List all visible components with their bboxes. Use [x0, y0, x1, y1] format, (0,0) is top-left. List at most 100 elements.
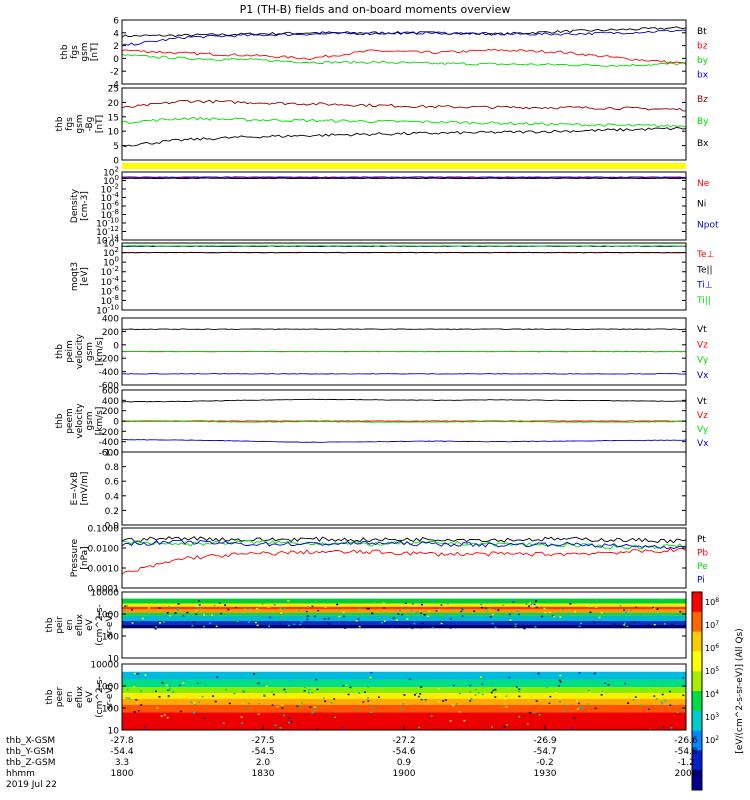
heatmap-cell [508, 676, 511, 679]
heatmap-cell [214, 700, 217, 703]
y-axis-label: [nT] [95, 115, 105, 133]
heatmap-cell [183, 619, 186, 621]
footer-value: 1900 [393, 769, 416, 779]
heatmap-cell [224, 604, 227, 606]
heatmap-cell [389, 612, 392, 615]
heatmap-cell [222, 722, 225, 724]
heatmap-cell [323, 618, 326, 620]
heatmap-cell [551, 694, 554, 696]
y-axis-label: eV [85, 690, 95, 703]
heatmap-cell [507, 613, 510, 616]
colorbar-segment [692, 730, 702, 751]
heatmap-cell [276, 706, 279, 708]
heatmap-cell [200, 614, 203, 617]
series-line-Pt [121, 536, 687, 544]
heatmap-cell [614, 616, 617, 618]
heatmap-cell [481, 693, 484, 696]
heatmap-cell [438, 688, 441, 690]
heatmap-cell [480, 603, 483, 606]
heatmap-cell [147, 607, 150, 609]
heatmap-cell [664, 623, 667, 625]
y-tick-label: 10 [108, 128, 120, 138]
y-tick-label: 1000 [96, 683, 119, 693]
heatmap-cell [215, 625, 218, 628]
heatmap-cell [330, 701, 333, 704]
heatmap-cell [629, 622, 632, 624]
heatmap-cell [384, 694, 387, 697]
heatmap-cell [608, 676, 611, 679]
heatmap-cell [512, 601, 515, 603]
heatmap-cell [580, 706, 583, 708]
heatmap-cell [167, 696, 170, 698]
heatmap-cell [419, 696, 422, 699]
heatmap-cell [186, 611, 189, 614]
heatmap-cell [316, 688, 319, 691]
heatmap-cell [306, 615, 309, 618]
heatmap-cell [163, 714, 166, 716]
heatmap-cell [551, 615, 554, 617]
heatmap-cell [193, 621, 196, 623]
y-tick-label: 25 [108, 85, 119, 95]
heatmap-cell [269, 616, 272, 619]
y-axis-label: E=-VxB [70, 472, 80, 506]
series-line-Vx [122, 438, 687, 443]
heatmap-cell [548, 702, 551, 705]
y-tick-label: 10-6 [101, 284, 120, 297]
heatmap-cell [664, 700, 667, 702]
colorbar-tick-label: 108 [705, 597, 719, 607]
legend-label: Bx [697, 139, 709, 149]
heatmap-cell [279, 601, 282, 603]
heatmap-cell [313, 615, 316, 618]
y-axis-label: [mV/m] [80, 472, 90, 506]
heatmap-cell [263, 694, 266, 696]
heatmap-cell [156, 707, 159, 709]
colorbar-tick-label: 103 [705, 712, 719, 722]
heatmap-cell [353, 617, 356, 619]
y-tick-label: 0 [113, 418, 119, 428]
heatmap-cell [625, 622, 628, 625]
y-axis-label: Pressure [70, 538, 80, 577]
legend-label: Vx [697, 371, 709, 381]
heatmap-cell [160, 715, 163, 717]
heatmap-cell [415, 692, 418, 695]
heatmap-cell [315, 616, 318, 619]
heatmap-cell [367, 607, 370, 610]
heatmap-cell [164, 692, 167, 695]
y-axis-label: [nPa] [80, 546, 90, 569]
heatmap-cell [198, 677, 201, 679]
footer-value: -26.6 [674, 736, 698, 746]
y-axis-label: gsm [85, 342, 95, 361]
heatmap-cell [588, 606, 591, 609]
heatmap-cell [155, 626, 158, 628]
heatmap-cell [355, 708, 358, 710]
legend-label: Pi [697, 576, 705, 586]
heatmap-cell [574, 621, 577, 624]
panel-frame [121, 451, 687, 526]
heatmap-cell [183, 680, 186, 682]
heatmap-cell [124, 605, 127, 607]
series-line-Bx [121, 127, 687, 148]
series-line-Bz [121, 99, 686, 112]
heatmap-cell [303, 690, 306, 692]
legend-label: Vz [697, 411, 708, 421]
y-tick-label: 0.6 [105, 478, 120, 488]
heatmap-cell [193, 703, 196, 705]
heatmap-cell [458, 673, 461, 676]
heatmap-cell [598, 616, 601, 619]
heatmap-cell [242, 690, 245, 692]
heatmap-cell [591, 681, 594, 684]
legend-label: Vx [697, 439, 709, 449]
footer-value: -54.7 [533, 747, 556, 757]
heatmap-cell [166, 612, 169, 614]
heatmap-cell [193, 702, 196, 704]
heatmap-cell [588, 691, 591, 693]
heatmap-cell [270, 691, 273, 693]
heatmap-band [122, 598, 686, 604]
series-line-Pi [121, 539, 687, 550]
heatmap-cell [159, 622, 162, 624]
heatmap-cell [272, 693, 275, 696]
heatmap-cell [168, 606, 171, 608]
heatmap-cell [541, 615, 544, 618]
heatmap-cell [623, 684, 626, 686]
heatmap-cell [518, 695, 521, 698]
